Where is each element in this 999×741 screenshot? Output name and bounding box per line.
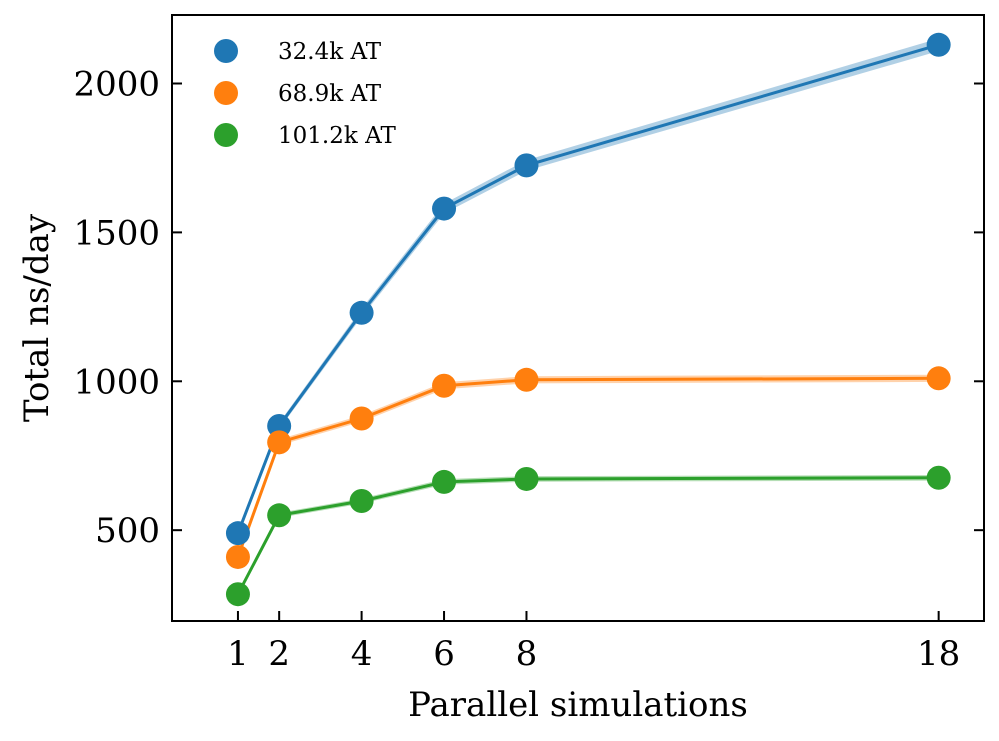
point-0-5 bbox=[926, 32, 951, 57]
point-2-1 bbox=[267, 503, 292, 528]
y-tick-label-0: 500 bbox=[95, 511, 160, 551]
point-1-4 bbox=[514, 367, 539, 392]
legend-label-2: 101.2k AT bbox=[278, 123, 396, 149]
point-0-2 bbox=[349, 300, 374, 325]
y-tick-label-3: 2000 bbox=[73, 64, 160, 104]
point-1-1 bbox=[267, 430, 292, 455]
legend-label-0: 32.4k AT bbox=[278, 39, 382, 65]
point-2-0 bbox=[225, 582, 250, 607]
point-0-3 bbox=[432, 196, 457, 221]
point-2-5 bbox=[926, 465, 951, 490]
x-axis-label: Parallel simulations bbox=[408, 685, 748, 725]
line-2 bbox=[236, 476, 939, 595]
x-tick-label-3: 6 bbox=[433, 634, 455, 674]
point-1-3 bbox=[432, 373, 457, 398]
data-points bbox=[225, 32, 951, 607]
x-tick-label-4: 8 bbox=[516, 634, 538, 674]
legend: 32.4k AT 68.9k AT 101.2k AT bbox=[214, 39, 396, 149]
legend-marker-2 bbox=[214, 123, 238, 147]
band-2 bbox=[237, 474, 939, 597]
plot-frame bbox=[171, 14, 985, 622]
y-tick-label-2: 1500 bbox=[73, 213, 160, 253]
point-0-0 bbox=[225, 521, 250, 546]
legend-label-1: 68.9k AT bbox=[278, 81, 382, 107]
point-1-2 bbox=[349, 406, 374, 431]
band-0 bbox=[237, 38, 939, 536]
legend-marker-0 bbox=[214, 39, 238, 63]
point-1-5 bbox=[926, 366, 951, 391]
x-tick-labels: 1 2 4 6 8 18 bbox=[227, 634, 960, 674]
line-1 bbox=[236, 376, 939, 558]
y-axis-label: Total ns/day bbox=[17, 213, 57, 422]
x-tick-label-5: 18 bbox=[917, 634, 960, 674]
legend-marker-1 bbox=[214, 81, 238, 105]
point-2-3 bbox=[432, 469, 457, 494]
point-2-2 bbox=[349, 488, 374, 513]
point-0-4 bbox=[514, 153, 539, 178]
point-1-0 bbox=[225, 544, 250, 569]
axis-ticks bbox=[172, 82, 984, 621]
line-0 bbox=[236, 43, 940, 534]
x-tick-label-2: 4 bbox=[351, 634, 373, 674]
point-2-4 bbox=[514, 466, 539, 491]
x-tick-label-1: 2 bbox=[268, 634, 290, 674]
y-tick-label-1: 1000 bbox=[73, 362, 160, 402]
y-tick-labels: 500 1000 1500 2000 bbox=[73, 64, 160, 551]
x-tick-label-0: 1 bbox=[227, 634, 249, 674]
band-1 bbox=[237, 374, 939, 560]
